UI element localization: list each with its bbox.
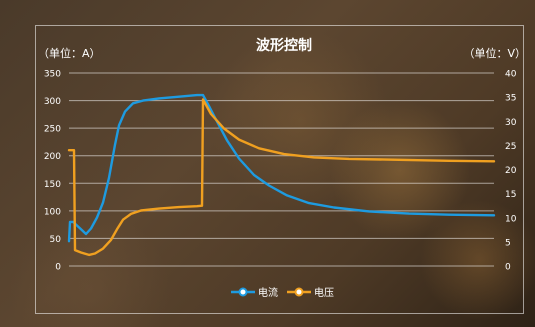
legend-marker-current xyxy=(238,287,248,297)
y-left-tick-label: 100 xyxy=(44,207,61,217)
y-left-tick-label: 350 xyxy=(44,70,61,80)
y-right-tick-label: 10 xyxy=(505,214,517,224)
y-right-tick-label: 40 xyxy=(505,70,517,80)
y-left-tick-label: 0 xyxy=(55,263,61,273)
legend-item-current[interactable]: 电流 xyxy=(231,286,278,299)
y-left-ticks: 0 50 100 150 200 250 300 350 xyxy=(44,70,61,273)
y-right-tick-label: 5 xyxy=(505,238,511,248)
y-right-axis-label: （单位：V） xyxy=(463,46,526,60)
chart-title: 波形控制 xyxy=(256,37,312,54)
y-right-ticks: 0 5 10 15 20 25 30 35 40 xyxy=(505,70,517,273)
y-left-tick-label: 200 xyxy=(44,152,61,162)
y-right-tick-label: 25 xyxy=(505,142,516,152)
y-left-tick-label: 150 xyxy=(44,180,61,190)
y-left-tick-label: 50 xyxy=(50,235,62,245)
legend-item-voltage[interactable]: 电压 xyxy=(287,286,334,299)
y-right-tick-label: 20 xyxy=(505,166,517,176)
series-lines xyxy=(67,93,496,257)
legend-marker-voltage xyxy=(294,287,304,297)
y-left-axis-label: （单位：A） xyxy=(38,46,101,60)
legend: 电流 电压 xyxy=(231,286,334,299)
legend-label-voltage: 电压 xyxy=(314,286,334,299)
y-left-tick-label: 250 xyxy=(44,125,61,135)
y-right-tick-label: 15 xyxy=(505,190,516,200)
chart-frame xyxy=(35,25,524,314)
series-line-current xyxy=(67,93,496,243)
y-right-tick-label: 30 xyxy=(505,118,517,128)
y-right-tick-label: 0 xyxy=(505,263,511,273)
series-line-voltage xyxy=(67,98,496,257)
y-left-tick-label: 300 xyxy=(44,97,61,107)
gridlines xyxy=(69,72,494,267)
legend-label-current: 电流 xyxy=(258,286,278,299)
y-right-tick-label: 35 xyxy=(505,94,516,104)
